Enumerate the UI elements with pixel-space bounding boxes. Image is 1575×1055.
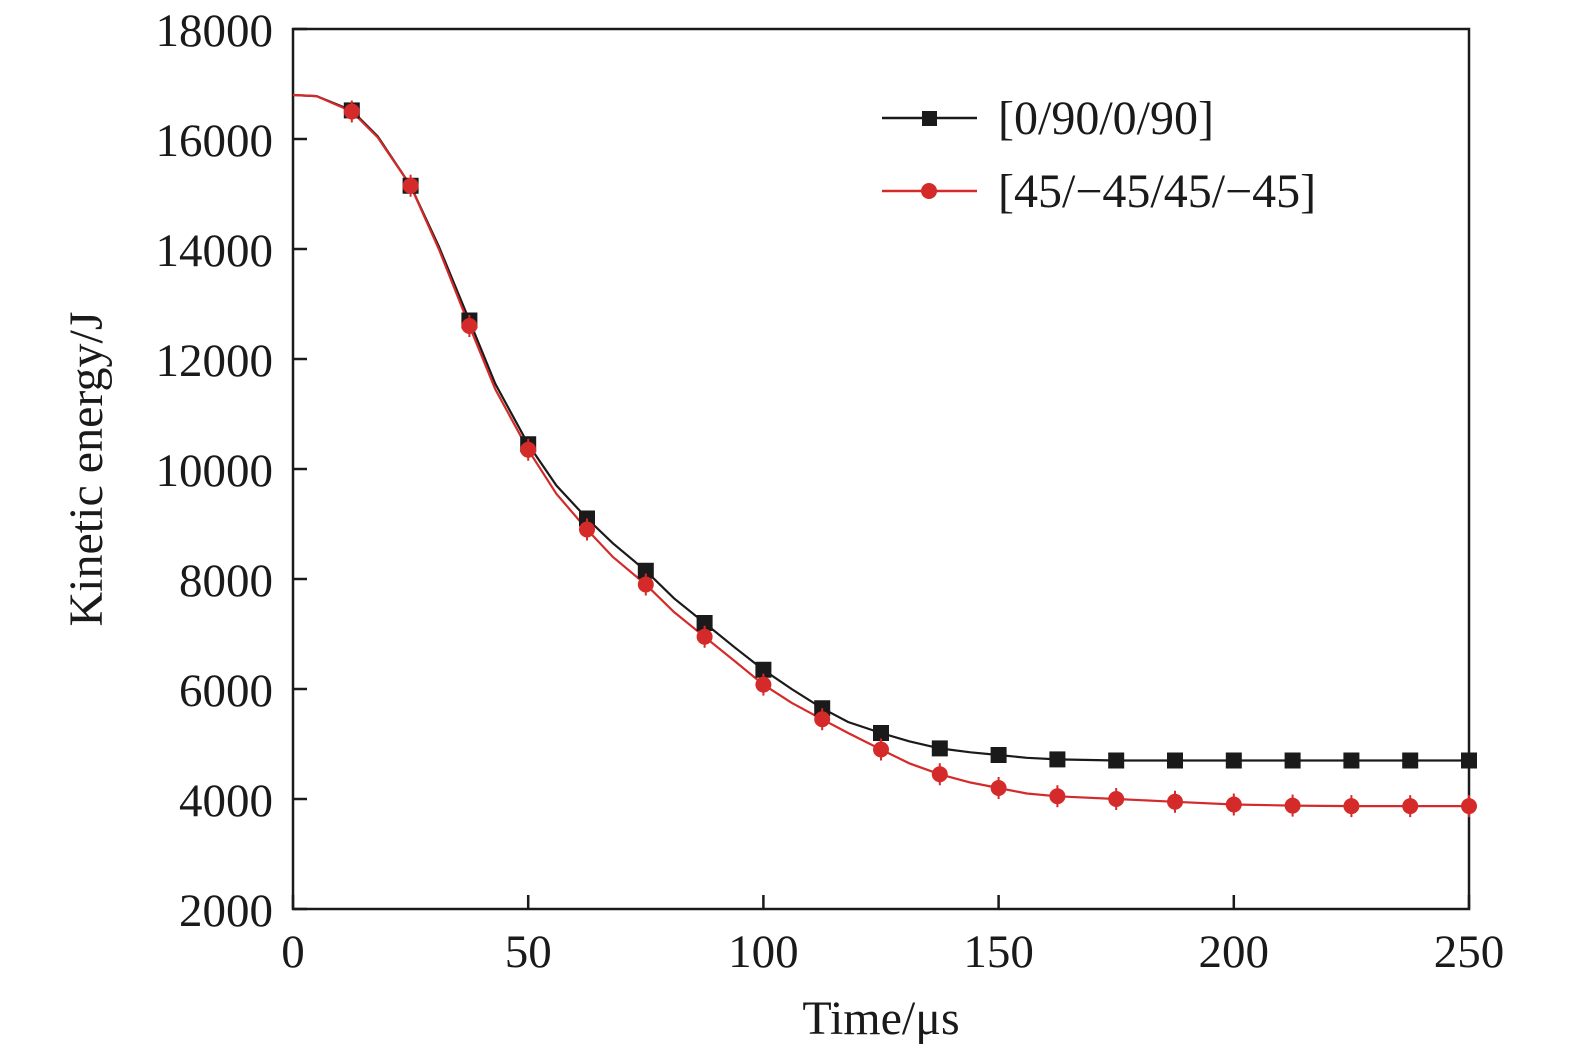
legend-label-series-1: [0/90/0/90] bbox=[998, 92, 1214, 145]
series-line-2 bbox=[292, 93, 1469, 808]
legend-marker-series-1 bbox=[922, 111, 937, 126]
data-point-series-1 bbox=[755, 661, 772, 678]
y-tick-label: 12000 bbox=[156, 335, 274, 387]
data-point-series-1 bbox=[1461, 752, 1477, 769]
x-tick-label: 0 bbox=[281, 926, 305, 978]
data-point-series-1 bbox=[637, 562, 654, 579]
data-point-series-1 bbox=[990, 747, 1007, 763]
data-point-series-1 bbox=[1225, 752, 1242, 769]
y-tick-label: 14000 bbox=[156, 225, 274, 277]
data-point-series-1 bbox=[1049, 751, 1066, 768]
x-tick-label: 100 bbox=[728, 926, 799, 978]
plot-frame bbox=[291, 27, 1471, 911]
data-point-series-1 bbox=[696, 615, 713, 631]
series-markers bbox=[343, 100, 1477, 818]
x-tick-label: 250 bbox=[1434, 926, 1505, 978]
x-tick-label: 150 bbox=[963, 926, 1034, 978]
y-tick-label: 4000 bbox=[179, 775, 273, 827]
data-point-series-1 bbox=[1108, 752, 1125, 769]
y-tick-label: 6000 bbox=[179, 665, 273, 717]
data-point-series-1 bbox=[1284, 752, 1301, 769]
data-point-series-1 bbox=[931, 740, 948, 757]
x-tick-label: 50 bbox=[505, 926, 552, 978]
data-point-series-1 bbox=[1167, 752, 1183, 769]
legend: [0/90/0/90] [45/−45/45/−45] bbox=[882, 92, 1316, 218]
series-line-1 bbox=[292, 93, 1469, 762]
y-tick-label: 16000 bbox=[156, 115, 274, 167]
legend-marker-series-2 bbox=[921, 183, 937, 199]
y-axis-title: Kinetic energy/J bbox=[60, 311, 113, 626]
y-tick-label: 8000 bbox=[179, 555, 273, 607]
x-tick-label: 200 bbox=[1199, 926, 1270, 978]
y-tick-label: 18000 bbox=[156, 5, 274, 57]
data-point-series-1 bbox=[1402, 752, 1419, 769]
axis-ticks: 0 50 100 150 200 250 2000 4000 6000 8000 10000 1200… bbox=[156, 5, 1505, 978]
data-point-series-1 bbox=[1343, 752, 1360, 769]
y-tick-label: 2000 bbox=[179, 885, 273, 937]
data-point-series-1 bbox=[873, 725, 889, 741]
legend-label-series-2: [45/−45/45/−45] bbox=[998, 165, 1316, 218]
series-lines bbox=[292, 93, 1469, 808]
x-axis-title: Time/μs bbox=[802, 992, 959, 1045]
y-tick-label: 10000 bbox=[156, 445, 274, 497]
